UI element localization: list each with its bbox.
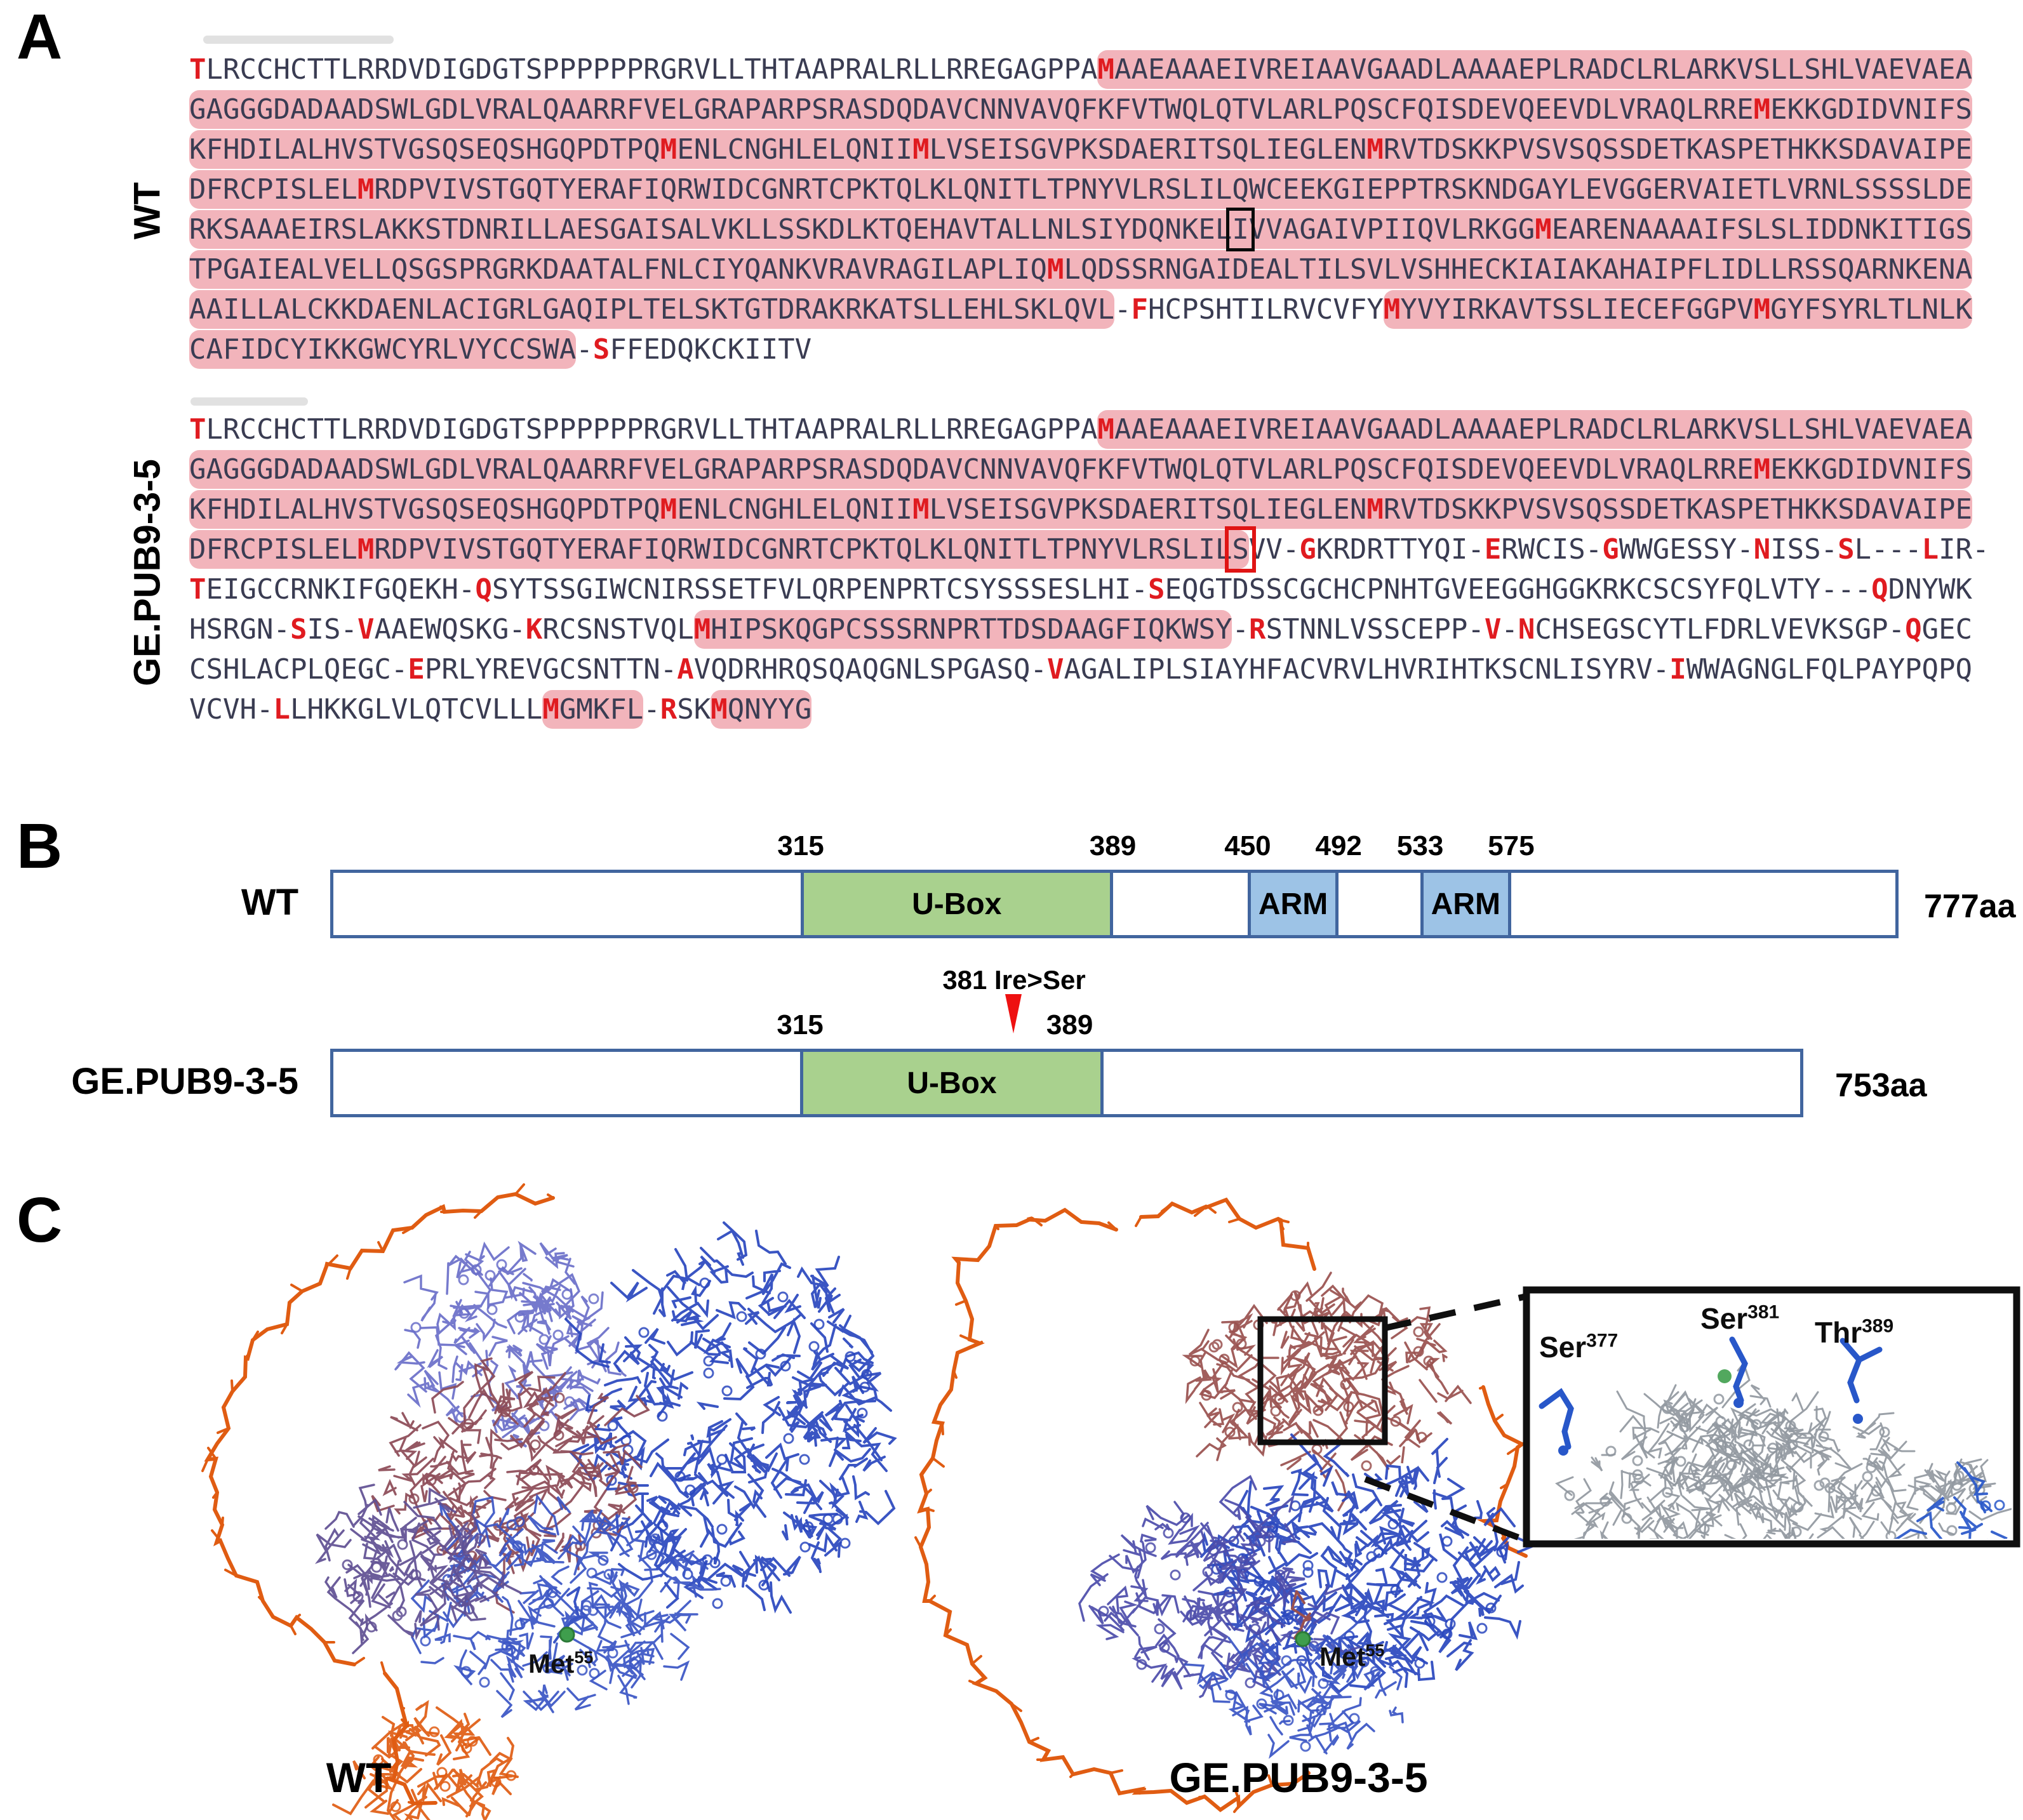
highlight-run: MAAEAAAEIVREIAAVGAADLAAAAEPLRADCLRLARKVS… [1097,50,1972,89]
highlight-run: CAFIDCYIKKGWCYRLVYCCSWA [189,330,577,369]
protein-mesh [410,1493,721,1718]
inset-label-ser377: Ser377 [1539,1330,1619,1364]
sequence-line: DFRCPISLELMRDPVIVSTGQTYERAFIQRWIDCGNRTCP… [189,169,1972,209]
position-tick: 315 [777,1009,824,1040]
scan-artifact [203,36,394,44]
domain-arm: ARM [1420,870,1511,938]
protein-mesh [332,1699,519,1820]
sequence-line: HSRGN-SIS-VAAEWQSKG-KRCSNSTVQLMHIPSKQGPC… [189,609,1989,649]
panel-c-canvas [201,1183,2020,1820]
mutation-label: 381 Ire>Ser [942,965,1086,995]
protein-mesh [1184,1608,1404,1759]
highlight-run: MHIPSKQGPCSSSRNPRTTDSDAAGFIQKWSY [693,610,1232,649]
position-tick: 389 [1046,1009,1093,1040]
met-base: Met [1319,1642,1366,1671]
sequence-line: TLRCCHCTTLRRDVDIGDGTSPPPPPPRGRVLLTHTAAPR… [189,409,1989,449]
mutated-residue-box: S [1225,526,1256,573]
highlight-run: AAILLALCKKDAENLACIGRLGAQIPLTELSKTGTDRAKR… [189,290,1114,329]
highlight-run: MAAEAAAEIVREIAAVGAADLAAAAEPLRADCLRLARKVS… [1097,410,1972,449]
highlight-run: DFRCPISLELMRDPVIVSTGQTYERAFIQRWIDCGNRTCP… [189,170,1972,209]
mutation-arrow-icon [1005,994,1022,1033]
bar-label-ge: GE.PUB9-3-5 [71,1061,298,1102]
sequence-line: GAGGGDADAADSWLGDLVRALQAARRFVELGRAPARPSRA… [189,449,1989,489]
caption-wt: WT [326,1754,392,1801]
position-tick: 315 [777,830,824,861]
protein-mesh [564,1221,897,1614]
domain-u-box: U-Box [800,1049,1104,1117]
sequence-line: DFRCPISLELMRDPVIVSTGQTYERAFIQRWIDCGNRTCP… [189,526,1989,573]
bar-ge: U-Box [330,1049,1803,1117]
sequence-line: CAFIDCYIKKGWCYRLVYCCSWA-SFFEDQKCKIITV [189,329,1972,369]
sequence-line: TLRCCHCTTLRRDVDIGDGTSPPPPPPRGRVLLTHTAAPR… [189,50,1972,90]
panel-a-letter: A [17,1,63,72]
position-tick: 533 [1396,830,1444,861]
sequence-line: GAGGGDADAADSWLGDLVRALQAARRFVELGRAPARPSRA… [189,90,1972,130]
wt-sequence: TLRCCHCTTLRRDVDIGDGTSPPPPPPRGRVLLTHTAAPR… [189,50,1973,369]
domain-u-box: U-Box [801,870,1113,938]
sequence-line: KFHDILALHVSTVGSQSEQSHGQPDTPQMENLCNGHLELQ… [189,130,1973,169]
position-tick: 492 [1315,830,1362,861]
highlight-run: MQNYYG [711,690,812,729]
highlight-run: MGMKFL [542,690,644,729]
panel-b-letter: B [17,811,63,882]
bar-wt: U-Box ARM ARM [330,870,1899,938]
inset-label-ser381: Ser381 [1700,1301,1780,1335]
protein-mesh [1078,1475,1360,1698]
sequence-line: KFHDILALHVSTVGSQSEQSHGQPDTPQMENLCNGHLELQ… [189,489,1989,529]
highlight-run: KFHDILALHVSTVGSQSEQSHGQPDTPQMENLCNGHLELQ… [189,130,1973,169]
bar-label-wt: WT [241,882,298,923]
highlight-run: MYVYIRKAVTSSLIECEFGGPVMGYFSYRLTLNLK [1383,290,1973,329]
sequence-line: AAILLALCKKDAENLACIGRLGAQIPLTELSKTGTDRAKR… [189,289,1973,329]
row-label-wt: WT [126,182,168,240]
highlight-run: TPGAIEALVELLQSGSPRGRKDAATALFNLCIYQANKVRA… [189,250,1972,289]
length-ge: 753aa [1835,1067,1927,1104]
caption-ge: GE.PUB9-3-5 [1169,1754,1428,1801]
panel-c-letter: C [17,1185,63,1256]
highlight-run: DFRCPISLELMRDPVIVSTGQTYERAFIQRWIDCGNRTCP… [189,526,1256,573]
met55-label-wt: Met55 [528,1648,593,1679]
met-sup: 55 [1365,1641,1385,1660]
highlight-run: KFHDILALHVSTVGSQSEQSHGQPDTPQMENLCNGHLELQ… [189,490,1973,529]
sequence-line: RKSAAAEIRSLAKKSTDNRILLAESGAISALVKLLSSKDL… [189,208,1973,251]
sequence-line: TEIGCCRNKIFGQEKH-QSYTSSGIWCNIRSSETFVLQRP… [189,573,1973,606]
ge-sequence: TLRCCHCTTLRRDVDIGDGTSPPPPPPRGRVLLTHTAAPR… [189,409,1989,729]
met55-label-ge: Met55 [1319,1641,1384,1672]
boxed-residue: I [1226,208,1255,251]
scan-artifact [190,397,308,406]
protein-mesh [1616,1361,1831,1498]
protein-mesh [371,1357,650,1614]
highlight-run: GAGGGDADAADSWLGDLVRALQAARRFVELGRAPARPSRA… [189,90,1972,129]
protein-mesh [1879,1461,2008,1539]
position-tick: 389 [1089,830,1137,861]
domain-arm: ARM [1247,870,1339,938]
met-sup: 55 [574,1648,594,1667]
protein-mesh [314,1484,522,1654]
inset-label-thr389: Thr389 [1815,1315,1894,1349]
length-wt: 777aa [1924,888,2016,925]
position-tick: 450 [1224,830,1271,861]
position-tick: 575 [1488,830,1535,861]
highlight-run: RKSAAAEIRSLAKKSTDNRILLAESGAISALVKLLSSKDL… [189,208,1973,251]
met-base: Met [528,1649,575,1678]
sequence-line: VCVH-LLHKKGLVLQTCVLLLMGMKFL-RSKMQNYYG [189,689,1989,729]
row-label-ge: GE.PUB9-3-5 [126,459,168,686]
highlight-run: GAGGGDADAADSWLGDLVRALQAARRFVELGRAPARPSRA… [189,450,1972,489]
sequence-line: TPGAIEALVELLQSGSPRGRKDAATALFNLCIYQANKVRA… [189,249,1972,289]
sequence-line: CSHLACPLQEGC-EPRLYREVGCSNTTN-AVQDRHRQSQA… [189,653,1973,686]
